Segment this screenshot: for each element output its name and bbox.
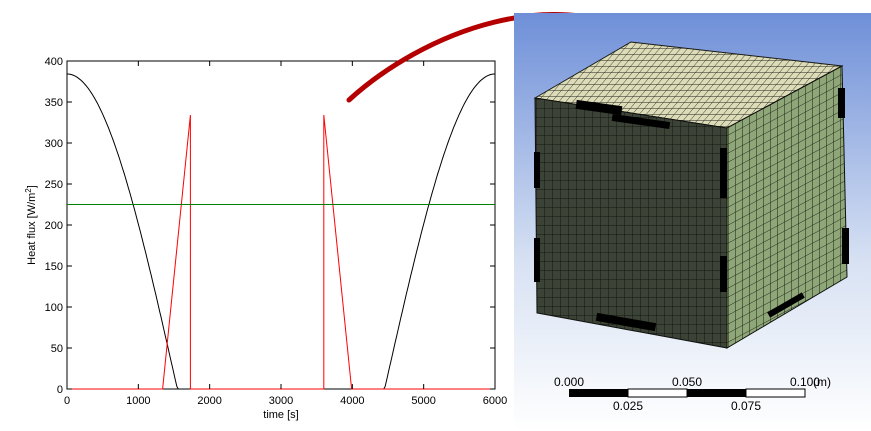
x-axis-label: time [s] [263,409,298,421]
x-tick-label: 0 [64,395,70,407]
meshed-cube [533,41,849,349]
y-tick-label: 400 [45,56,63,68]
scale-unit: (m) [813,375,831,389]
mesh-figure: 0.000 0.050 0.100 (m) 0.025 0.075 [514,13,871,431]
y-ticks: 0 50 100 150 200 250 300 350 400 [45,56,495,396]
scale-label-100: 0.100 [790,375,820,389]
x-ticks: 0 1000 2000 3000 4000 5000 6000 [64,61,507,407]
cube-front-face [534,97,728,349]
scale-label-050: 0.050 [672,375,702,389]
y-tick-label: 350 [45,97,63,109]
y-tick-label: 300 [45,138,63,150]
scale-label-0: 0.000 [554,375,584,389]
y-tick-label: 200 [45,220,63,232]
y-tick-label: 50 [51,343,63,355]
x-tick-label: 1000 [126,395,150,407]
scale-label-025: 0.025 [613,399,643,413]
series-line-2 [67,115,495,390]
y-tick-label: 250 [45,179,63,191]
x-tick-label: 4000 [340,395,364,407]
x-tick-label: 2000 [197,395,221,407]
x-tick-label: 6000 [483,395,507,407]
y-tick-label: 0 [57,384,63,396]
x-tick-label: 5000 [411,395,435,407]
heat-flux-chart: 0 1000 2000 3000 4000 5000 6000 0 50 100 150 200 25… [24,56,507,421]
x-tick-label: 3000 [269,395,293,407]
scale-bar: 0.000 0.050 0.100 (m) 0.025 0.075 [554,375,831,413]
y-tick-label: 100 [45,302,63,314]
y-axis-label: Heat flux [W/m2] [24,185,38,265]
plot-frame [66,60,496,390]
y-tick-label: 150 [45,261,63,273]
scale-label-075: 0.075 [731,399,761,413]
